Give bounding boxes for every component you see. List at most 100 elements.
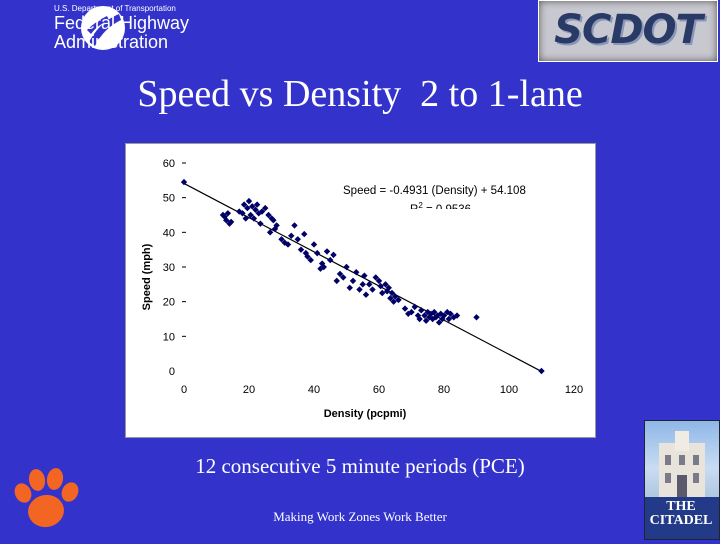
y-axis-label: Speed (mph) xyxy=(141,243,153,310)
y-tick-label: 60 xyxy=(163,158,175,170)
data-point xyxy=(257,220,264,227)
data-point xyxy=(281,239,288,246)
data-point xyxy=(302,249,310,257)
data-point xyxy=(395,296,402,304)
data-point xyxy=(304,253,311,260)
data-point xyxy=(258,208,266,215)
data-point xyxy=(253,201,261,208)
chart-caption: 12 consecutive 5 minute periods (PCE) xyxy=(195,454,525,478)
data-point xyxy=(262,204,269,212)
data-point xyxy=(408,308,415,316)
data-point xyxy=(387,295,394,302)
data-point xyxy=(278,236,285,243)
data-point xyxy=(361,272,368,279)
data-point xyxy=(244,204,251,212)
y-tick-label: 50 xyxy=(163,193,175,205)
citadel-line2: CITADEL xyxy=(649,513,713,528)
scdot-logo xyxy=(538,0,718,62)
citadel-logo xyxy=(644,420,720,540)
x-tick-label: 120 xyxy=(565,384,583,396)
data-point xyxy=(377,282,384,290)
data-point xyxy=(421,312,428,319)
x-tick-label: 60 xyxy=(373,384,385,396)
x-tick-label: 20 xyxy=(243,384,255,396)
data-point xyxy=(435,319,443,326)
data-point xyxy=(385,284,392,291)
data-point xyxy=(382,281,389,288)
data-point xyxy=(440,312,448,319)
data-point xyxy=(418,307,425,314)
data-point xyxy=(284,241,292,248)
data-point xyxy=(265,211,272,219)
data-point xyxy=(318,260,326,267)
data-point xyxy=(270,217,277,224)
slide-title: Speed vs Density 2 to 1-lane xyxy=(137,73,583,115)
data-point xyxy=(434,312,441,319)
data-point xyxy=(317,265,324,272)
data-point xyxy=(180,178,188,186)
x-tick-label: 0 xyxy=(181,384,187,396)
data-point xyxy=(314,249,321,257)
data-point xyxy=(401,305,409,312)
data-point xyxy=(236,208,243,215)
data-point xyxy=(333,277,340,285)
data-point xyxy=(301,230,308,238)
data-point xyxy=(307,256,314,264)
data-point xyxy=(453,312,461,319)
data-point xyxy=(359,281,366,288)
data-point xyxy=(330,251,337,259)
data-point xyxy=(346,284,353,291)
data-point xyxy=(379,289,386,297)
x-axis-label: Density (pcpmi) xyxy=(324,408,407,420)
x-tick-label: 80 xyxy=(438,384,450,396)
clemson-paw-icon xyxy=(14,468,79,528)
fhwa-emblem-swoosh-icon xyxy=(89,14,121,46)
citadel-building-icon xyxy=(645,431,719,539)
data-point xyxy=(340,274,347,281)
data-point xyxy=(388,289,396,297)
data-point xyxy=(227,218,235,226)
regression-equation: Speed = -0.4931 (Density) + 54.108 xyxy=(343,185,526,197)
data-point xyxy=(343,263,350,271)
data-point xyxy=(450,314,457,321)
data-point xyxy=(223,217,230,224)
data-point xyxy=(349,277,357,285)
data-point xyxy=(294,236,301,243)
data-point xyxy=(353,269,360,276)
y-tick-label: 0 xyxy=(169,366,175,378)
data-point xyxy=(372,274,379,281)
data-point xyxy=(245,197,253,205)
data-point xyxy=(432,314,440,321)
footer-text: Making Work Zones Work Better xyxy=(273,509,447,524)
data-point xyxy=(297,246,305,253)
data-point xyxy=(356,286,363,293)
citadel-logo-text: THE CITADEL xyxy=(646,500,716,528)
data-point xyxy=(422,317,430,324)
data-point xyxy=(431,308,438,316)
fhwa-department-text: U.S. Department of Transportation xyxy=(54,4,176,13)
annotation-clip xyxy=(395,209,515,223)
scdot-logo-text: SCDOT xyxy=(554,7,703,53)
data-point xyxy=(366,281,373,288)
y-tick-label: 10 xyxy=(163,331,175,343)
data-point xyxy=(249,203,256,210)
data-point xyxy=(447,310,454,317)
data-point xyxy=(242,215,249,222)
y-tick-label: 40 xyxy=(163,227,175,239)
x-tick-label: 40 xyxy=(308,384,320,396)
data-point xyxy=(416,315,423,323)
data-point xyxy=(323,248,331,255)
data-point xyxy=(327,256,334,264)
x-tick-label: 100 xyxy=(500,384,518,396)
data-point xyxy=(273,222,280,229)
data-point xyxy=(426,314,433,321)
data-point xyxy=(320,263,327,271)
data-point xyxy=(473,314,480,321)
y-tick-label: 20 xyxy=(163,297,175,309)
data-point xyxy=(250,215,258,222)
data-point xyxy=(383,288,391,295)
data-point xyxy=(439,315,446,323)
data-point xyxy=(362,291,370,298)
data-point xyxy=(392,293,399,300)
citadel-line1: THE xyxy=(666,499,696,514)
